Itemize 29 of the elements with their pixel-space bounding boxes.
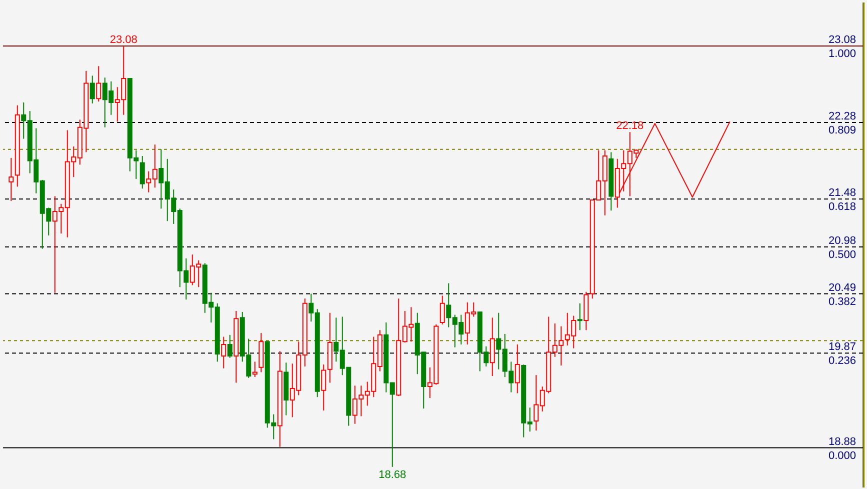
annotation: 0.236 [828,355,856,368]
annotation: 0.809 [828,124,856,137]
candlestick [514,344,520,394]
annotation: 0.618 [828,201,856,214]
annotation: 18.68 [378,468,406,481]
candlestick [221,336,226,369]
ref-line-label: 20.98 [828,234,856,247]
annotation: 0.000 [828,450,856,462]
annotation: 23.08 [110,34,138,46]
ref-line-label: 20.49 [828,282,856,294]
candlestick [227,334,232,358]
candlestick [440,295,445,325]
ref-line-label: 21.48 [828,187,856,200]
candlestick [577,302,582,331]
candlestick [90,75,95,104]
ref-line-label: 18.88 [828,436,856,448]
candlestick [8,157,14,202]
annotation: 22.18 [616,120,644,132]
annotation: 0.382 [828,296,856,308]
annotation: 0.500 [828,248,856,261]
candlestick [252,361,258,378]
ref-line-label: 19.87 [828,341,856,354]
candlestick [96,66,102,102]
ref-line-label: 22.28 [828,110,856,123]
annotation: 1.000 [828,48,856,60]
candlestick [140,156,145,190]
candlestick [490,317,495,377]
candlestick [321,364,326,411]
ref-line-label: 23.08 [828,34,856,46]
